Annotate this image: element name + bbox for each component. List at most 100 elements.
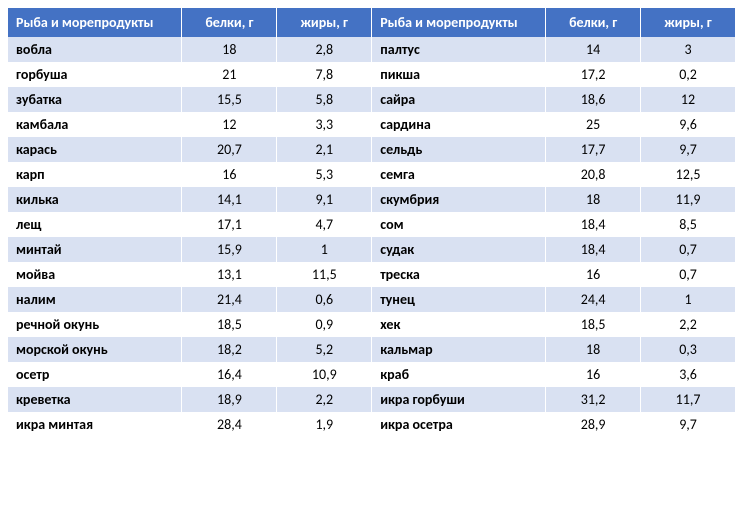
- value-cell: 21: [182, 62, 277, 87]
- table-row: мойва13,111,5треска160,7: [8, 262, 736, 287]
- value-cell: 10,9: [277, 362, 372, 387]
- value-cell: 14,1: [182, 187, 277, 212]
- value-cell: 7,8: [277, 62, 372, 87]
- table-row: речной окунь18,50,9хек18,52,2: [8, 312, 736, 337]
- table-row: килька14,19,1скумбрия1811,9: [8, 187, 736, 212]
- value-cell: 18,2: [182, 337, 277, 362]
- value-cell: 16,4: [182, 362, 277, 387]
- value-cell: 4,7: [277, 212, 372, 237]
- value-cell: 17,7: [546, 137, 641, 162]
- table-row: лещ17,14,7сом18,48,5: [8, 212, 736, 237]
- name-cell: морской окунь: [8, 337, 182, 362]
- value-cell: 20,8: [546, 162, 641, 187]
- value-cell: 18,5: [546, 312, 641, 337]
- name-cell: сом: [372, 212, 546, 237]
- value-cell: 16: [182, 162, 277, 187]
- value-cell: 2,1: [277, 137, 372, 162]
- table-row: налим21,40,6тунец24,41: [8, 287, 736, 312]
- value-cell: 5,2: [277, 337, 372, 362]
- col-header-protein-left: белки, г: [182, 8, 277, 37]
- col-header-fat-left: жиры, г: [277, 8, 372, 37]
- value-cell: 2,8: [277, 37, 372, 62]
- value-cell: 14: [546, 37, 641, 62]
- value-cell: 18,6: [546, 87, 641, 112]
- value-cell: 11,5: [277, 262, 372, 287]
- value-cell: 9,1: [277, 187, 372, 212]
- value-cell: 15,5: [182, 87, 277, 112]
- name-cell: хек: [372, 312, 546, 337]
- name-cell: мойва: [8, 262, 182, 287]
- name-cell: скумбрия: [372, 187, 546, 212]
- name-cell: пикша: [372, 62, 546, 87]
- value-cell: 12,5: [641, 162, 736, 187]
- table-row: вобла182,8палтус143: [8, 37, 736, 62]
- name-cell: минтай: [8, 237, 182, 262]
- col-header-name-right: Рыба и морепродукты: [372, 8, 546, 37]
- value-cell: 11,7: [641, 387, 736, 412]
- col-header-name-left: Рыба и морепродукты: [8, 8, 182, 37]
- value-cell: 0,7: [641, 237, 736, 262]
- value-cell: 8,5: [641, 212, 736, 237]
- value-cell: 18,9: [182, 387, 277, 412]
- value-cell: 9,7: [641, 137, 736, 162]
- value-cell: 2,2: [277, 387, 372, 412]
- table-row: карась20,72,1сельдь17,79,7: [8, 137, 736, 162]
- table-row: креветка18,92,2икра горбуши31,211,7: [8, 387, 736, 412]
- value-cell: 20,7: [182, 137, 277, 162]
- value-cell: 0,2: [641, 62, 736, 87]
- value-cell: 3,6: [641, 362, 736, 387]
- value-cell: 21,4: [182, 287, 277, 312]
- name-cell: кальмар: [372, 337, 546, 362]
- name-cell: осетр: [8, 362, 182, 387]
- table-row: зубатка15,55,8сайра18,612: [8, 87, 736, 112]
- name-cell: вобла: [8, 37, 182, 62]
- name-cell: икра осетра: [372, 412, 546, 437]
- name-cell: речной окунь: [8, 312, 182, 337]
- value-cell: 5,3: [277, 162, 372, 187]
- header-row: Рыба и морепродукты белки, г жиры, г Рыб…: [8, 8, 736, 37]
- name-cell: треска: [372, 262, 546, 287]
- value-cell: 31,2: [546, 387, 641, 412]
- value-cell: 1: [641, 287, 736, 312]
- value-cell: 28,9: [546, 412, 641, 437]
- value-cell: 18: [546, 187, 641, 212]
- name-cell: палтус: [372, 37, 546, 62]
- col-header-protein-right: белки, г: [546, 8, 641, 37]
- name-cell: килька: [8, 187, 182, 212]
- value-cell: 18,4: [546, 212, 641, 237]
- value-cell: 18: [546, 337, 641, 362]
- name-cell: сайра: [372, 87, 546, 112]
- value-cell: 3: [641, 37, 736, 62]
- name-cell: сардина: [372, 112, 546, 137]
- value-cell: 0,3: [641, 337, 736, 362]
- col-header-fat-right: жиры, г: [641, 8, 736, 37]
- value-cell: 2,2: [641, 312, 736, 337]
- table-row: карп165,3семга20,812,5: [8, 162, 736, 187]
- name-cell: семга: [372, 162, 546, 187]
- name-cell: икра горбуши: [372, 387, 546, 412]
- value-cell: 18,5: [182, 312, 277, 337]
- value-cell: 18,4: [546, 237, 641, 262]
- name-cell: сельдь: [372, 137, 546, 162]
- table-row: камбала123,3сардина259,6: [8, 112, 736, 137]
- name-cell: креветка: [8, 387, 182, 412]
- value-cell: 12: [182, 112, 277, 137]
- value-cell: 24,4: [546, 287, 641, 312]
- table-row: горбуша217,8пикша17,20,2: [8, 62, 736, 87]
- name-cell: горбуша: [8, 62, 182, 87]
- value-cell: 1,9: [277, 412, 372, 437]
- value-cell: 18: [182, 37, 277, 62]
- value-cell: 0,7: [641, 262, 736, 287]
- value-cell: 15,9: [182, 237, 277, 262]
- table-body: вобла182,8палтус143горбуша217,8пикша17,2…: [8, 37, 736, 437]
- value-cell: 13,1: [182, 262, 277, 287]
- table-row: морской окунь18,25,2кальмар180,3: [8, 337, 736, 362]
- name-cell: тунец: [372, 287, 546, 312]
- value-cell: 17,2: [546, 62, 641, 87]
- name-cell: налим: [8, 287, 182, 312]
- name-cell: карп: [8, 162, 182, 187]
- value-cell: 28,4: [182, 412, 277, 437]
- name-cell: карась: [8, 137, 182, 162]
- value-cell: 9,7: [641, 412, 736, 437]
- nutrition-table-container: Рыба и морепродукты белки, г жиры, г Рыб…: [8, 8, 736, 437]
